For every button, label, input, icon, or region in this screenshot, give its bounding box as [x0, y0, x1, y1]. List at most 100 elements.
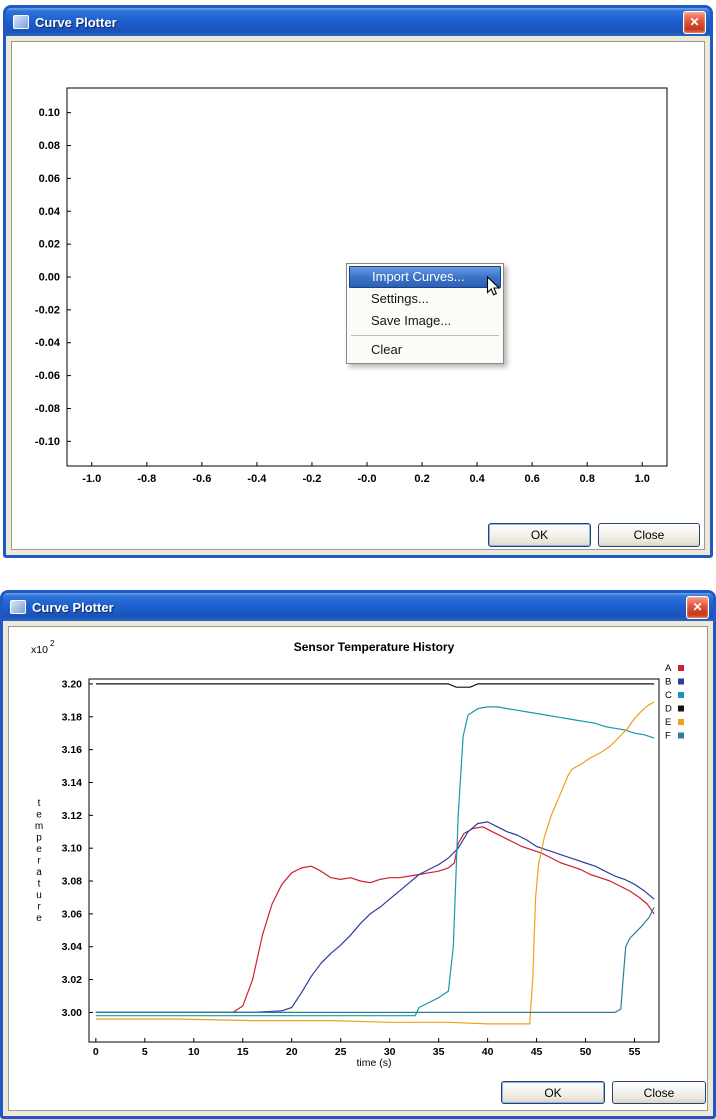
y-tick-label: 3.06	[62, 908, 83, 920]
svg-text:p: p	[36, 833, 42, 844]
y-tick-label: 3.20	[62, 678, 83, 690]
series-F	[95, 907, 655, 1013]
app-icon[interactable]	[13, 15, 29, 29]
client-area: 0 5 10 15 20 25 30 35 40 45 50 55 3.00 3.02 3.04 3.06 3.…	[8, 626, 708, 1111]
close-dialog-button[interactable]: Close	[598, 523, 700, 547]
y-tick-label: 3.14	[62, 777, 83, 789]
y-tick-label: 3.16	[62, 744, 83, 756]
x-tick-label: 55	[629, 1046, 641, 1058]
menu-item-import-curves[interactable]: Import Curves...	[349, 266, 501, 288]
x-tick-label: 0.8	[580, 473, 595, 485]
y-tick-label: -0.08	[35, 403, 60, 415]
y-tick-label: 0.00	[39, 272, 60, 284]
y-tick-label: -0.04	[35, 337, 61, 349]
y-tick-label: 0.06	[39, 173, 60, 185]
series-D	[95, 683, 655, 688]
y-tick-label: -0.02	[35, 304, 60, 316]
legend-swatch-icon	[678, 705, 684, 712]
context-menu: Import Curves... Settings... Save Image.…	[346, 263, 504, 364]
menu-item-settings[interactable]: Settings...	[371, 291, 429, 306]
y-tick-label: 3.12	[62, 810, 83, 822]
close-dialog-button[interactable]: Close	[612, 1081, 706, 1104]
menu-item-save-image[interactable]: Save Image...	[371, 313, 452, 328]
legend-label: F	[665, 731, 671, 742]
x-tick-label: -0.8	[137, 473, 156, 485]
curve-plotter-window-top: Curve Plotter ✕ -1.0 -0.8 -0.6 -0.4 -0.2 -0.0…	[3, 5, 713, 558]
y-tick-label: 3.18	[62, 711, 83, 723]
y-tick-label: -0.10	[35, 436, 60, 448]
title-bar[interactable]: Curve Plotter ✕	[3, 593, 713, 621]
svg-text:t: t	[38, 798, 41, 809]
x-axis-label: time (s)	[357, 1057, 392, 1069]
y-tick-label: 3.10	[62, 843, 83, 855]
app-icon[interactable]	[10, 600, 26, 614]
series-B	[95, 821, 655, 1013]
x-tick-label: 0.2	[414, 473, 429, 485]
menu-item-clear[interactable]: Clear	[371, 342, 403, 357]
chart-title: Sensor Temperature History	[294, 640, 455, 654]
window-title: Curve Plotter	[35, 14, 117, 30]
y-tick-label: 0.04	[39, 206, 61, 218]
legend-swatch-icon	[678, 665, 684, 671]
legend-label: B	[665, 677, 671, 688]
x-tick-label: 5	[142, 1046, 148, 1058]
y-tick-label: 0.02	[39, 239, 60, 251]
x-tick-label: -0.4	[247, 473, 267, 485]
legend-label: E	[665, 717, 671, 728]
svg-text:r: r	[37, 856, 41, 867]
x-tick-label: -0.6	[192, 473, 211, 485]
series-C	[95, 706, 655, 1017]
series-A	[95, 826, 655, 1013]
svg-text:t: t	[38, 879, 41, 890]
window-close-button[interactable]: ✕	[686, 595, 709, 619]
legend-swatch-icon	[678, 678, 684, 685]
y-tick-label: 0.10	[39, 107, 60, 119]
x-tick-label: 10	[188, 1046, 200, 1058]
svg-text:e: e	[36, 810, 42, 821]
y-tick-label: 3.04	[62, 941, 83, 953]
x-tick-label: -1.0	[82, 473, 101, 485]
window-close-button[interactable]: ✕	[683, 10, 706, 34]
x-tick-label: 45	[531, 1046, 543, 1058]
y-tick-label: 0.08	[39, 140, 60, 152]
menu-separator	[351, 335, 499, 336]
series-E	[95, 701, 655, 1025]
svg-text:e: e	[36, 913, 42, 924]
client-area: -1.0 -0.8 -0.6 -0.4 -0.2 -0.0 0.2 0.4 0.6 0.8 1.0 0…	[11, 41, 705, 550]
x-tick-label: 35	[433, 1046, 445, 1058]
legend-label: D	[665, 704, 672, 715]
plot-frame	[88, 678, 660, 1043]
x-tick-label: 1.0	[635, 473, 650, 485]
temperature-plot-canvas[interactable]: 0 5 10 15 20 25 30 35 40 45 50 55 3.00 3.02 3.04 3.06 3.…	[9, 627, 707, 1077]
x-tick-label: 25	[335, 1046, 347, 1058]
legend-swatch-icon	[678, 732, 684, 739]
svg-text:r: r	[37, 902, 41, 913]
x-tick-label: 0.6	[524, 473, 539, 485]
x-tick-label: -0.0	[358, 473, 377, 485]
legend-swatch-icon	[678, 719, 684, 725]
ok-button[interactable]: OK	[488, 523, 591, 547]
svg-text:u: u	[36, 890, 42, 901]
x-tick-label: 50	[580, 1046, 592, 1058]
svg-text:m: m	[35, 821, 43, 832]
svg-text:a: a	[36, 867, 42, 878]
x-tick-label: 30	[384, 1046, 396, 1058]
title-bar[interactable]: Curve Plotter ✕	[6, 8, 710, 36]
x-tick-label: -0.2	[302, 473, 321, 485]
legend-label: C	[665, 690, 672, 701]
x-tick-label: 15	[237, 1046, 249, 1058]
x-tick-label: 20	[286, 1046, 298, 1058]
close-x-icon: ✕	[692, 600, 703, 614]
ok-button[interactable]: OK	[501, 1081, 605, 1104]
x-tick-label: 0	[93, 1046, 99, 1058]
curve-plotter-window-bottom: Curve Plotter ✕ 0 5 10 15 20 25 30 35 40 45 50 55 3.…	[0, 590, 716, 1119]
x-tick-label: 0.4	[469, 473, 485, 485]
close-x-icon: ✕	[689, 15, 700, 29]
y-scale-exponent: 2	[50, 639, 55, 648]
y-tick-label: 3.00	[62, 1007, 83, 1019]
window-title: Curve Plotter	[32, 599, 114, 615]
svg-text:e: e	[36, 844, 42, 855]
y-tick-label: 3.02	[62, 974, 83, 986]
